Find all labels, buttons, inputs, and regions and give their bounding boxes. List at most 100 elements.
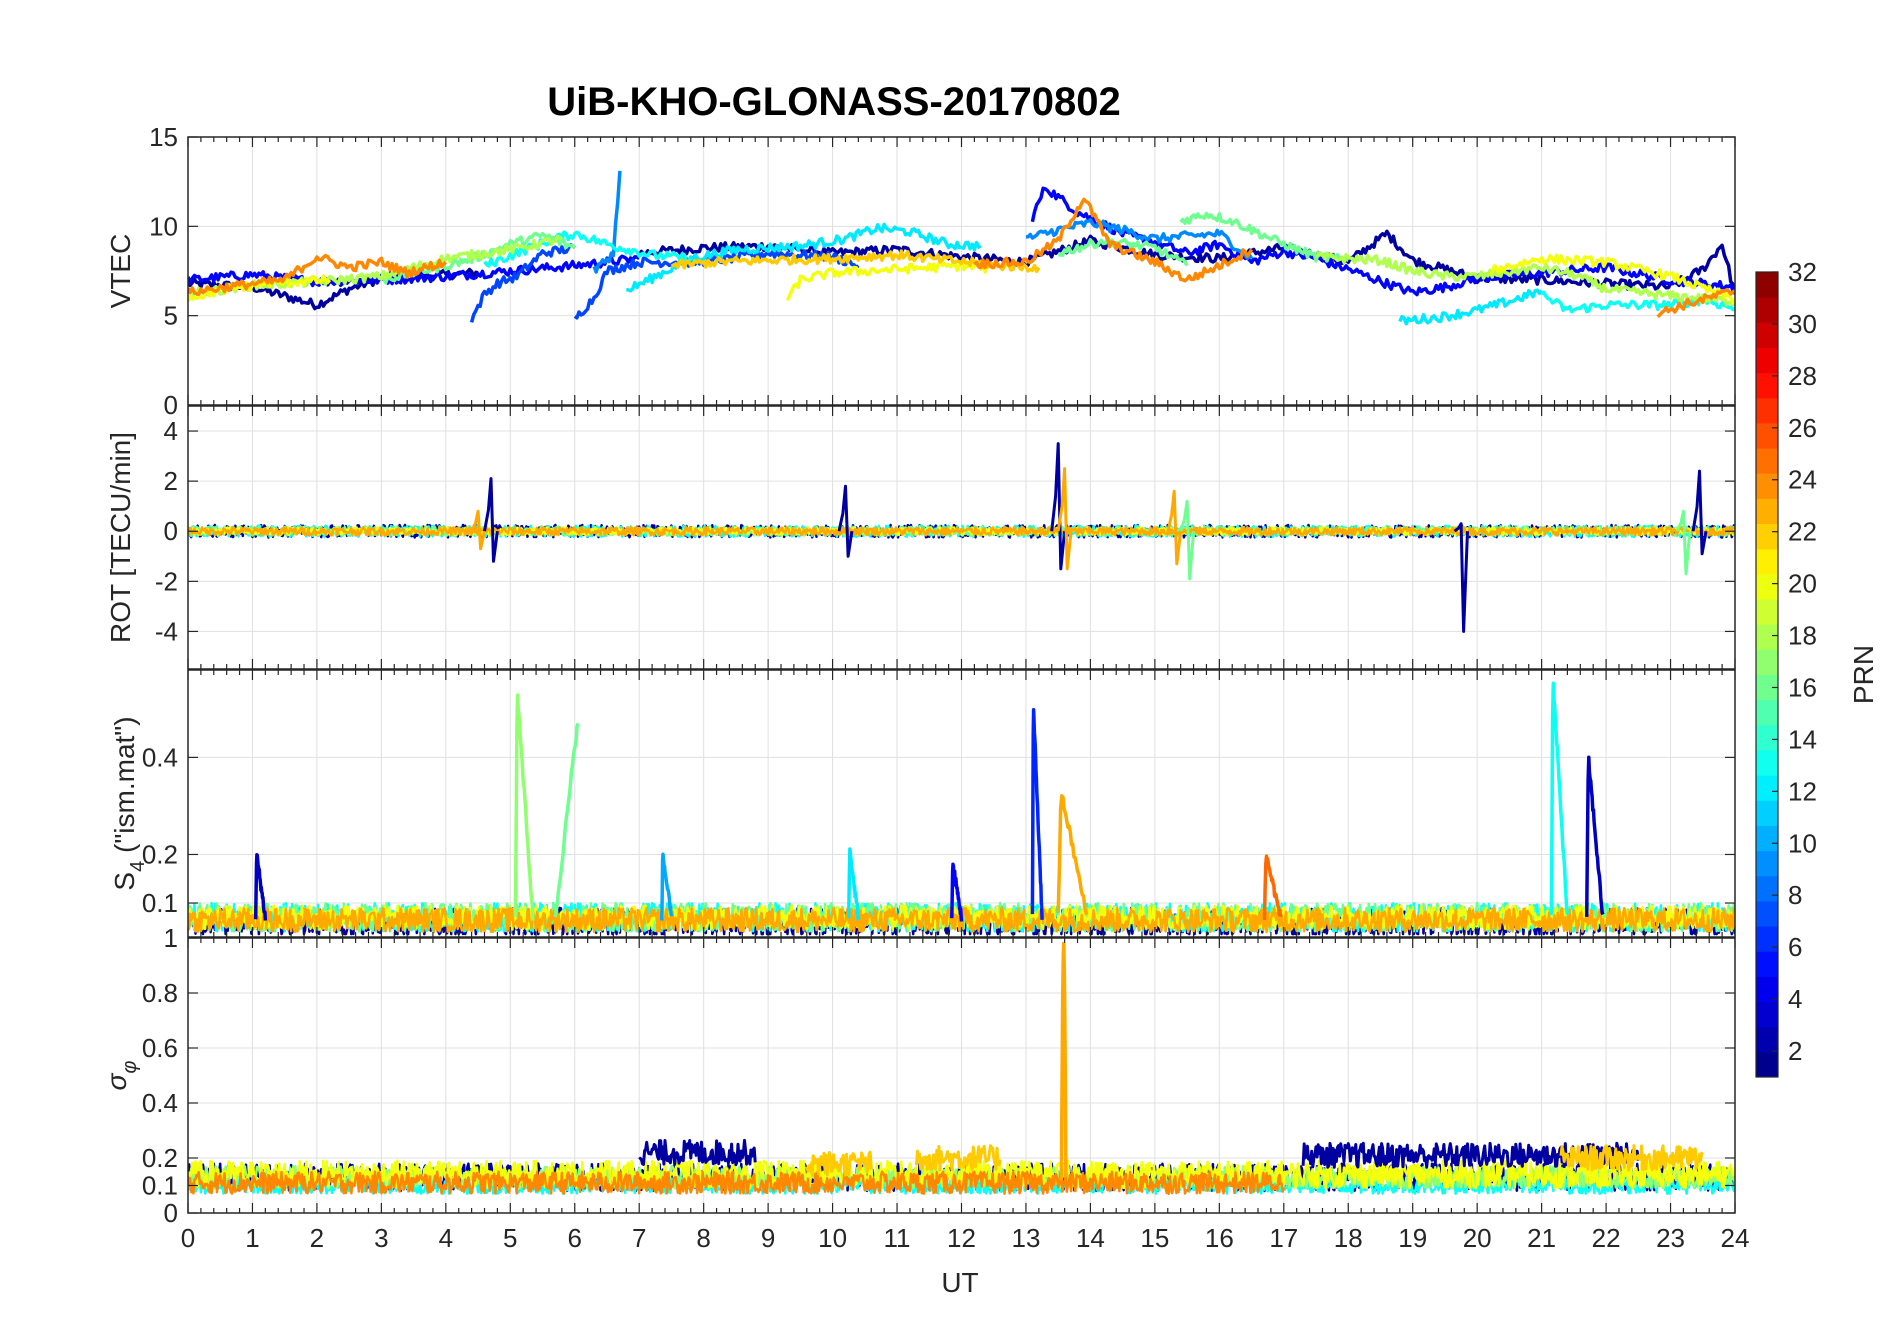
colorbar-tick-label: 20 xyxy=(1788,569,1817,599)
grid xyxy=(187,136,1736,406)
colorbar-tick-label: 2 xyxy=(1788,1036,1802,1066)
colorbar-segment xyxy=(1756,875,1778,902)
rot-spike-prn-2 xyxy=(483,477,499,563)
vtec-series-prn-20 xyxy=(785,260,996,301)
vtec-series-prn-24 xyxy=(973,197,1254,283)
burst-prn-22 xyxy=(805,1150,873,1177)
spike-prn-17 xyxy=(513,693,535,921)
ticks xyxy=(187,937,1736,1214)
colorbar-segment xyxy=(1756,322,1778,348)
x-tick-label: 12 xyxy=(947,1223,976,1253)
colorbar-segment xyxy=(1756,523,1778,550)
vtec-series-prn-16 xyxy=(1057,235,1189,267)
colorbar-tick-label: 24 xyxy=(1788,465,1817,495)
x-axis-label: UT xyxy=(941,1267,978,1298)
x-tick-label: 8 xyxy=(696,1223,710,1253)
colorbar-segment xyxy=(1756,422,1778,449)
vtec-series-prn-20 xyxy=(1488,253,1735,305)
colorbar-segment xyxy=(1756,926,1778,952)
series-prn-24 xyxy=(188,1170,1286,1195)
colorbar-segment xyxy=(1756,297,1778,323)
y-label-rest: ("ism.mat") xyxy=(109,716,140,860)
rot-spike-prn-2 xyxy=(1453,522,1469,633)
y-tick-label: 0.8 xyxy=(142,978,178,1008)
series-prn-23 xyxy=(188,525,1735,537)
y-tick-label: -2 xyxy=(155,566,178,596)
y-label-main: S xyxy=(109,872,140,891)
vtec-series-prn-9 xyxy=(592,170,622,274)
y-tick-label: 0 xyxy=(164,516,178,546)
colorbar-tick-label: 4 xyxy=(1788,984,1802,1014)
x-tick-label: 24 xyxy=(1721,1223,1750,1253)
x-tick-label: 16 xyxy=(1205,1223,1234,1253)
spike-prn-10 xyxy=(660,852,674,921)
colorbar-segment xyxy=(1756,976,1778,1003)
colorbar-segment xyxy=(1756,825,1778,852)
colorbar-tick-label: 8 xyxy=(1788,880,1802,910)
vtec-series-prn-16 xyxy=(380,231,577,285)
spike-prn-3 xyxy=(253,852,268,921)
y-tick-label: 15 xyxy=(149,122,178,152)
colorbar-tick-label: 18 xyxy=(1788,621,1817,651)
x-tick-label: 15 xyxy=(1140,1223,1169,1253)
ticks xyxy=(187,406,1736,669)
colorbar-segment xyxy=(1756,800,1778,826)
spike-prn-12 xyxy=(846,847,861,921)
colorbar-segment xyxy=(1756,498,1778,525)
colorbar-segment xyxy=(1756,649,1778,675)
rot-spike-prn-23 xyxy=(470,509,486,551)
colorbar-tick-label: 30 xyxy=(1788,309,1817,339)
colorbar-tick-label: 6 xyxy=(1788,932,1802,962)
y-tick-label: 5 xyxy=(164,301,178,331)
y-tick-label: 0.1 xyxy=(142,1171,178,1201)
spike-prn-16 xyxy=(553,722,580,918)
colorbar-segment xyxy=(1756,775,1778,801)
rot-spike-prn-23 xyxy=(1056,467,1073,571)
x-tick-label: 23 xyxy=(1656,1223,1685,1253)
y-tick-label: 0 xyxy=(164,390,178,420)
y-tick-label: 1 xyxy=(164,923,178,953)
x-tick-label: 11 xyxy=(884,1223,911,1253)
y-tick-label: 4 xyxy=(164,416,178,446)
colorbar-label: PRN xyxy=(1848,645,1879,704)
series-group xyxy=(188,170,1735,326)
colorbar-segment xyxy=(1756,397,1778,424)
x-tick-label: 0 xyxy=(181,1223,195,1253)
x-tick-label: 9 xyxy=(761,1223,775,1253)
spike-prn-3 xyxy=(1584,755,1605,917)
colorbar-segment xyxy=(1756,372,1778,399)
colorbar-segment xyxy=(1756,448,1778,474)
vtec-series-prn-12 xyxy=(1398,288,1543,326)
ticks xyxy=(187,670,1736,937)
y-tick-label: 10 xyxy=(149,211,178,241)
spike-prn-5 xyxy=(950,862,964,922)
colorbar-frame xyxy=(1755,271,1779,1078)
x-tick-label: 13 xyxy=(1011,1223,1040,1253)
vtec-series-prn-18 xyxy=(1315,251,1735,307)
rot-spike-prn-2 xyxy=(837,484,854,558)
colorbar-segment xyxy=(1756,674,1778,701)
spike-prn-23 xyxy=(1059,941,1068,1181)
spike-prn-23 xyxy=(1056,794,1089,916)
vtec-series-prn-24 xyxy=(188,253,448,297)
colorbar-segment xyxy=(1756,1051,1778,1078)
burst-prn-22 xyxy=(1559,1144,1704,1172)
spike-prn-13 xyxy=(1549,681,1570,916)
y-tick-label: 0.6 xyxy=(142,1033,178,1063)
chart-title: UiB-KHO-GLONASS-20170802 xyxy=(547,80,1121,124)
y-label-main: σ xyxy=(101,1072,132,1090)
y-axis-label: σφ xyxy=(101,1061,141,1091)
panel-1: 0 5 10 15 VTEC xyxy=(105,122,1736,420)
x-tick-label: 4 xyxy=(439,1223,453,1253)
vtec-series-prn-24 xyxy=(1656,288,1735,319)
colorbar-segment xyxy=(1756,1001,1778,1028)
x-tick-label: 2 xyxy=(310,1223,324,1253)
series-group xyxy=(188,941,1735,1195)
colorbar-segment xyxy=(1756,850,1778,877)
x-tick-label: 20 xyxy=(1463,1223,1492,1253)
x-tick-label: 14 xyxy=(1076,1223,1105,1253)
vtec-series-prn-7 xyxy=(469,243,577,323)
x-tick-label: 3 xyxy=(374,1223,388,1253)
